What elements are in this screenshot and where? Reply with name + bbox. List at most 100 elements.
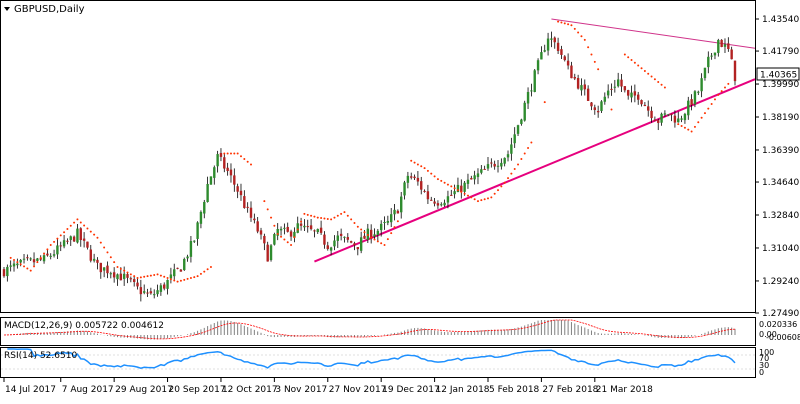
candle — [289, 229, 293, 241]
time-tick-label: 12 Jan 2018 — [436, 385, 490, 395]
candle — [576, 74, 580, 90]
candle — [299, 217, 303, 231]
price-axis: 1.43540 1.41790 1.39990 1.38190 1.36390 1.346… — [755, 15, 799, 319]
sar-dot — [623, 53, 626, 56]
sar-dot — [497, 189, 500, 192]
candle — [333, 235, 336, 251]
sar-dot — [570, 24, 573, 27]
candle — [643, 102, 647, 107]
sar-dot — [283, 238, 286, 241]
sar-dot — [159, 274, 162, 277]
sar-dot — [450, 185, 453, 188]
candle — [139, 279, 143, 302]
candle — [296, 216, 299, 234]
candle — [510, 137, 513, 161]
sar-dot — [206, 268, 209, 271]
candle — [713, 52, 717, 60]
symbol-header[interactable]: GBPUSD,Daily — [4, 4, 85, 15]
macd-signal-line — [3, 319, 736, 340]
rsi-scale-0: 0 — [759, 368, 764, 377]
sar-dot — [580, 35, 583, 38]
sar-dot — [373, 238, 376, 241]
macd-panel-frame — [0, 317, 756, 346]
sar-dot — [196, 275, 199, 278]
sar-dot — [273, 224, 276, 227]
candle — [667, 114, 670, 117]
candle — [647, 100, 650, 117]
candle — [112, 267, 116, 283]
candle — [616, 72, 620, 88]
candle — [229, 163, 233, 183]
candle — [163, 282, 166, 291]
sar-dot — [133, 275, 136, 278]
candle — [446, 190, 450, 209]
candle — [146, 288, 149, 297]
sar-dot — [713, 98, 716, 101]
candle — [263, 233, 266, 251]
support-trendline[interactable] — [314, 78, 756, 263]
sar-dot — [510, 172, 513, 175]
candle — [233, 168, 236, 192]
candle — [76, 223, 79, 244]
macd-scale-zero: 0.00 — [759, 330, 777, 339]
sar-dot — [390, 232, 393, 235]
resistance-trendline[interactable] — [551, 18, 756, 49]
sar-dot — [229, 152, 232, 155]
sar-dot — [310, 214, 313, 217]
sar-dot — [293, 236, 296, 239]
candle — [286, 222, 289, 233]
candle — [116, 273, 119, 286]
time-tick-label: 12 Oct 2017 — [222, 385, 278, 395]
sar-dot — [66, 228, 69, 231]
candle — [249, 201, 253, 222]
parabolic-sar-dots — [9, 20, 730, 283]
candle — [122, 266, 126, 286]
support-line[interactable] — [314, 78, 756, 263]
resistance-line[interactable] — [551, 18, 756, 49]
price-tick-label: 1.31040 — [762, 244, 799, 254]
candle — [99, 262, 102, 279]
sar-dot — [436, 178, 439, 181]
time-tick-label: 3 Nov 2017 — [275, 385, 327, 395]
candle — [556, 37, 560, 55]
candle — [523, 100, 526, 122]
candle — [126, 272, 129, 284]
sar-dot — [316, 216, 319, 219]
sar-dot — [209, 266, 212, 269]
sar-dot — [426, 169, 429, 172]
candle — [216, 150, 219, 173]
candle — [62, 235, 66, 249]
candle — [256, 217, 259, 234]
sar-dot — [176, 280, 179, 283]
time-tick-label: 7 Aug 2017 — [62, 385, 114, 395]
candle — [29, 257, 32, 262]
candle — [136, 277, 139, 290]
sar-dot — [560, 21, 563, 24]
candle — [72, 235, 76, 243]
candle — [530, 83, 533, 97]
candle — [553, 36, 556, 49]
triangle-down-icon[interactable] — [4, 7, 10, 11]
candle — [723, 38, 727, 54]
candle — [657, 118, 660, 131]
candle — [303, 219, 306, 231]
sar-dot — [486, 197, 489, 200]
candle — [533, 68, 536, 93]
candle — [426, 184, 430, 204]
candle — [159, 283, 163, 296]
candle — [460, 179, 463, 199]
sar-dot — [463, 192, 466, 195]
candle — [186, 254, 189, 262]
price-tick-label: 1.38190 — [762, 113, 799, 123]
candle — [473, 170, 476, 185]
candle — [273, 232, 276, 246]
sar-dot — [49, 244, 52, 247]
sar-dot — [323, 217, 326, 220]
candle — [653, 116, 657, 122]
candle — [400, 191, 403, 219]
sar-dot — [567, 23, 570, 26]
candle — [203, 199, 206, 219]
candle — [6, 264, 9, 282]
